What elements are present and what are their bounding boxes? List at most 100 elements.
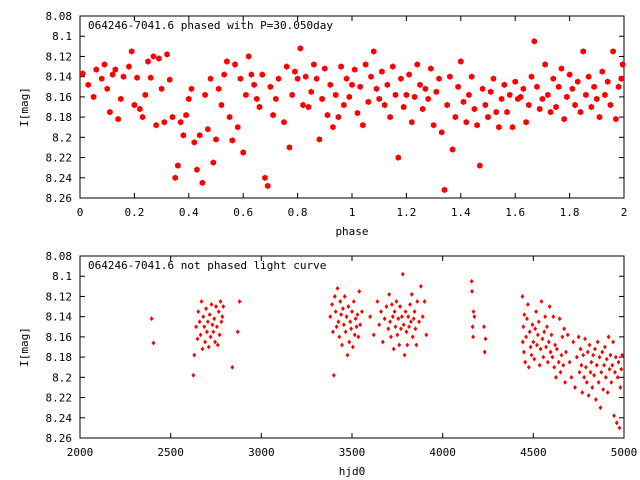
top-x-tick-label: 1.8 <box>560 206 580 219</box>
bottom-data-point <box>407 324 412 330</box>
bottom-data-point <box>609 379 614 385</box>
top-data-point <box>545 91 551 99</box>
top-data-point <box>381 101 388 109</box>
top-data-point <box>341 101 347 109</box>
top-data-point <box>520 85 527 92</box>
bottom-data-point <box>527 329 532 335</box>
bottom-data-point <box>579 362 584 368</box>
bottom-data-point <box>334 324 339 330</box>
top-data-point <box>109 71 116 78</box>
top-data-point <box>313 75 320 82</box>
top-x-tick-label: 0.2 <box>124 206 144 219</box>
bottom-data-point <box>469 278 474 284</box>
bottom-data-point <box>589 359 594 365</box>
bottom-data-point <box>332 294 337 299</box>
bottom-data-point <box>601 387 606 392</box>
bottom-data-point <box>529 352 534 358</box>
bottom-data-point <box>342 294 347 299</box>
top-data-point <box>186 95 192 103</box>
bottom-data-point <box>333 309 338 315</box>
bottom-data-point <box>394 299 399 304</box>
top-data-point <box>338 63 344 70</box>
bottom-data-point <box>549 332 554 338</box>
bottom-data-point <box>569 374 574 380</box>
top-data-point <box>447 73 453 80</box>
top-data-point <box>536 105 543 113</box>
bottom-data-point <box>594 362 599 368</box>
top-data-point <box>289 91 295 99</box>
bottom-data-point <box>545 324 549 330</box>
top-x-tick-label: 2 <box>621 206 628 219</box>
bottom-data-point <box>563 379 567 385</box>
top-data-point <box>390 63 396 70</box>
bottom-data-point <box>561 362 566 368</box>
top-data-point <box>439 129 445 136</box>
bottom-data-point <box>605 390 610 395</box>
top-data-point <box>368 73 374 80</box>
top-data-point <box>156 55 162 62</box>
bottom-data-point <box>565 332 570 338</box>
bottom-data-point <box>602 362 606 368</box>
top-data-point <box>561 115 567 123</box>
top-plot-frame <box>79 15 625 199</box>
bottom-data-point <box>379 309 383 315</box>
top-data-point <box>120 73 127 80</box>
bottom-x-tick-label: 2000 <box>67 446 94 459</box>
bottom-data-point <box>237 299 242 304</box>
bottom-data-point <box>550 354 555 360</box>
bottom-data-point <box>209 302 214 307</box>
top-data-point <box>259 71 265 78</box>
bottom-data-point <box>328 314 333 320</box>
bottom-data-point <box>616 359 621 365</box>
bottom-data-point <box>356 334 361 340</box>
bottom-y-tick-label: 8.14 <box>46 311 73 324</box>
top-data-point <box>128 48 135 55</box>
bottom-x-tick-label: 2500 <box>157 446 184 459</box>
bottom-data-point <box>587 342 592 348</box>
bottom-data-point <box>521 349 526 355</box>
bottom-data-point <box>417 319 422 325</box>
top-data-point <box>379 68 385 75</box>
bottom-data-point <box>585 349 590 355</box>
top-data-point <box>493 108 499 116</box>
bottom-data-point <box>553 342 558 348</box>
bottom-data-point <box>404 329 409 335</box>
bottom-data-point <box>584 379 589 385</box>
bottom-data-point <box>596 379 601 385</box>
bottom-y-tick-label: 8.1 <box>52 270 72 283</box>
top-data-point <box>599 68 605 75</box>
top-data-point <box>210 159 217 166</box>
top-data-point <box>534 83 540 90</box>
bottom-data-point <box>545 359 550 365</box>
top-data-point <box>607 101 614 109</box>
bottom-data-point <box>415 299 420 304</box>
top-y-tick-label: 8.1 <box>52 30 72 43</box>
top-data-point <box>395 154 401 161</box>
top-data-point <box>585 73 592 80</box>
top-data-point <box>137 105 143 113</box>
top-data-point <box>409 119 415 126</box>
top-data-point <box>357 83 363 90</box>
bottom-data-point <box>619 366 624 372</box>
bottom-data-point <box>349 326 354 332</box>
bottom-data-point <box>560 334 565 340</box>
top-data-point <box>572 101 578 109</box>
top-data-point <box>349 81 355 88</box>
top-data-point <box>311 61 317 68</box>
bottom-data-point <box>191 372 196 378</box>
bottom-data-point <box>409 292 414 297</box>
top-data-point <box>107 108 113 116</box>
bottom-data-point <box>412 309 417 315</box>
top-data-point <box>251 81 257 88</box>
bottom-data-point <box>330 302 334 307</box>
bottom-data-point <box>582 374 587 380</box>
top-data-point <box>79 70 86 77</box>
bottom-data-point <box>525 302 530 307</box>
bottom-data-point <box>347 339 352 345</box>
top-y-tick-label: 8.18 <box>46 111 73 124</box>
top-data-point <box>403 91 410 99</box>
bottom-data-point <box>543 314 548 320</box>
bottom-data-point <box>567 359 572 365</box>
bottom-data-point <box>218 299 223 304</box>
bottom-data-point <box>520 339 525 345</box>
